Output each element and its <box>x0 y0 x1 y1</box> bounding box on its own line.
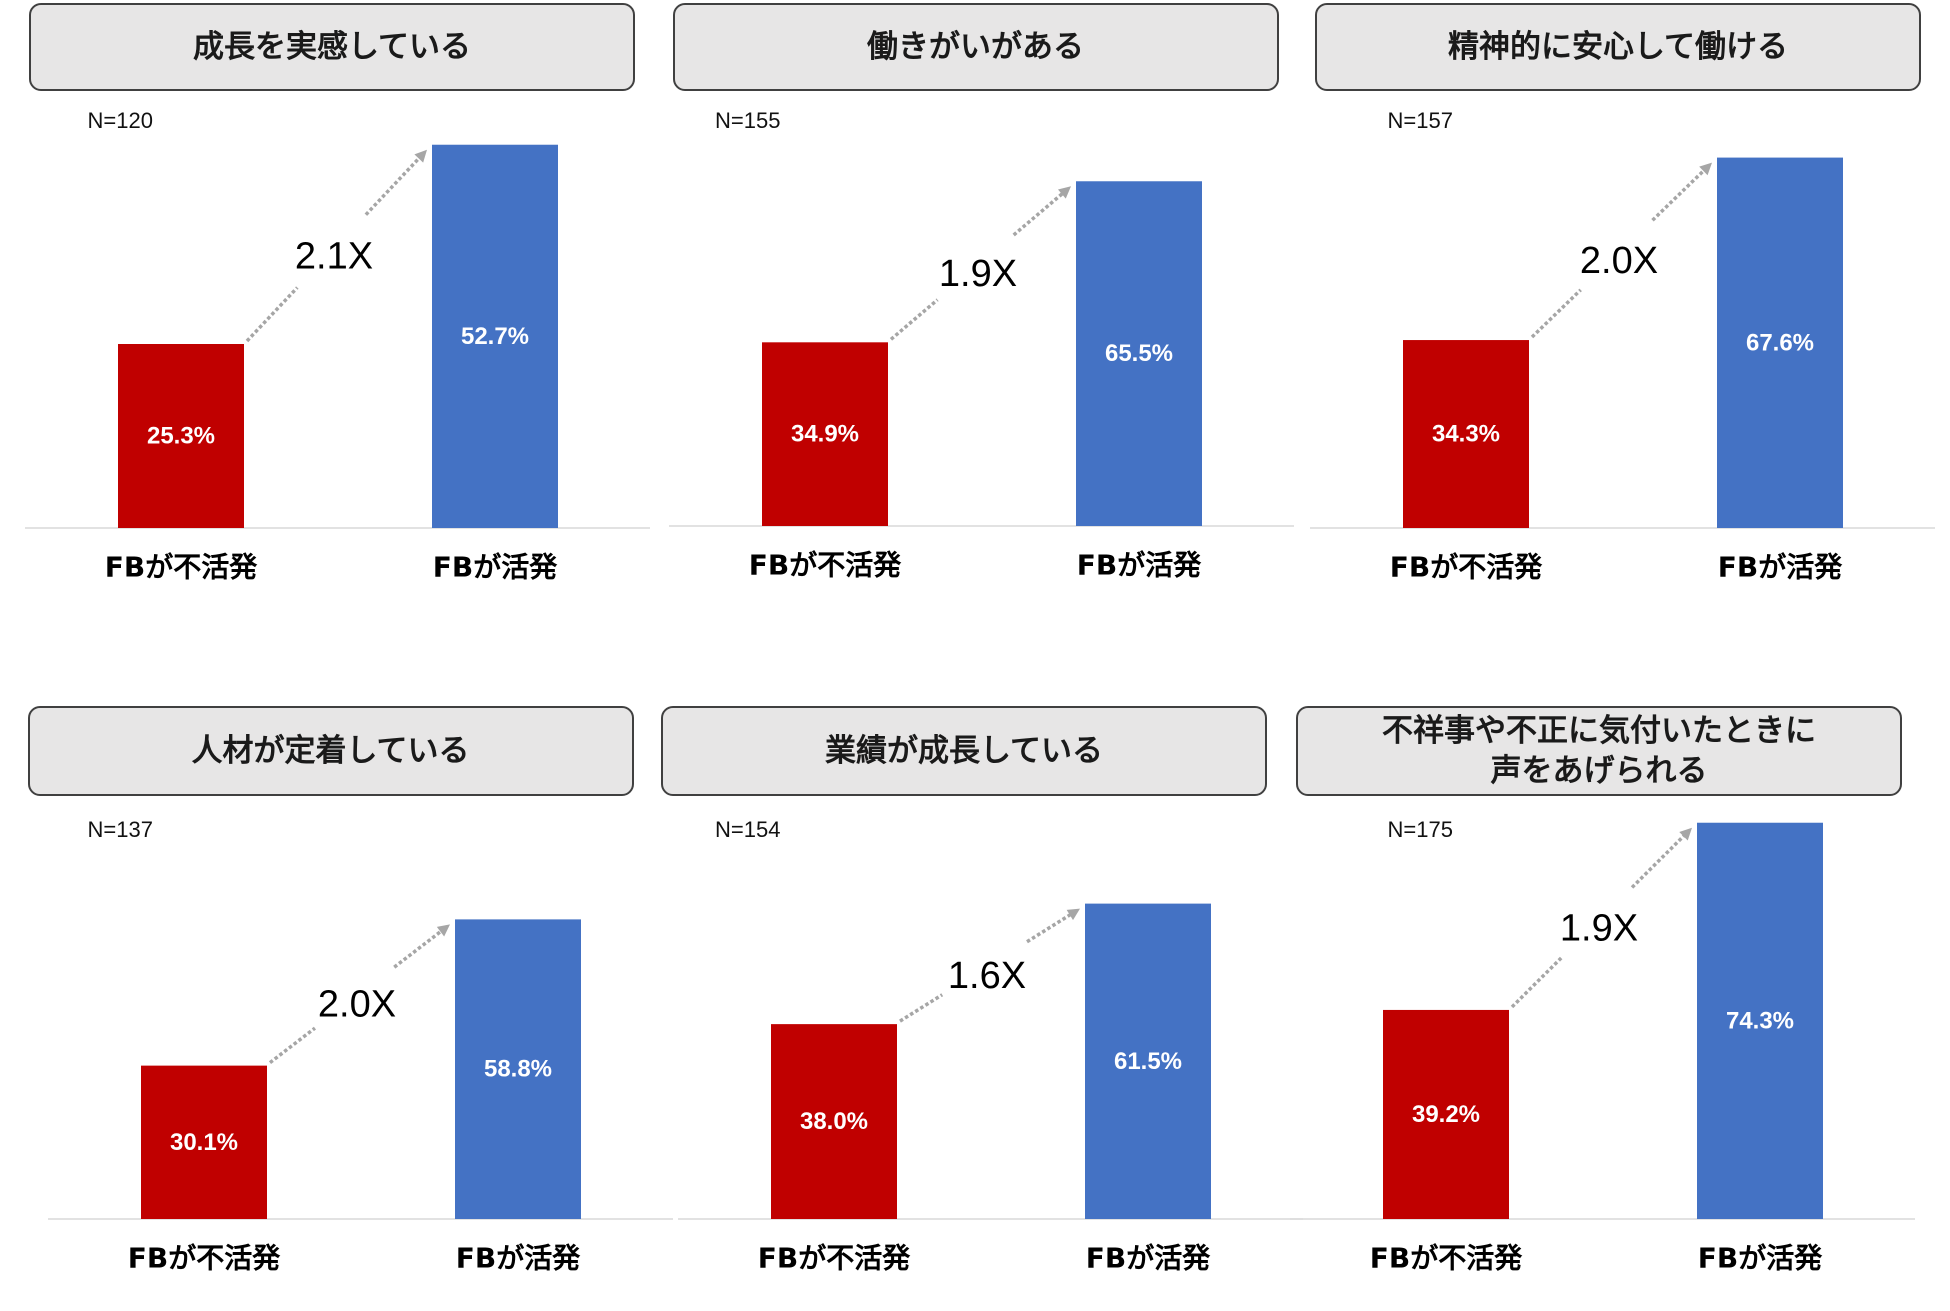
bar-fb-inactive <box>118 343 244 528</box>
category-label: FBが活発 <box>1077 549 1202 582</box>
bar-fb-inactive <box>762 342 888 526</box>
arrowhead-icon <box>1699 162 1712 175</box>
bar-fb-active <box>454 919 581 1219</box>
bar-value-label: 30.1% <box>169 1129 237 1156</box>
arrow-line <box>1510 956 1563 1009</box>
arrowhead-icon <box>1679 827 1692 841</box>
category-label: FBが不活発 <box>1390 550 1543 583</box>
bar-fb-active <box>1084 903 1211 1219</box>
multiplier-label: 1.9X <box>1560 907 1638 949</box>
bar-fb-inactive <box>770 1024 897 1219</box>
category-label: FBが不活発 <box>105 550 258 583</box>
sample-size-label: N=137 <box>87 817 153 842</box>
arrowhead-icon <box>1066 908 1080 921</box>
bar-fb-inactive <box>140 1065 267 1219</box>
bar-value-label: 52.7% <box>461 322 529 349</box>
bar-value-label: 67.6% <box>1746 329 1814 356</box>
category-label: FBが活発 <box>1085 1242 1210 1275</box>
arrow-line <box>392 929 442 969</box>
category-label: FBが活発 <box>1698 1242 1823 1275</box>
chart-title: 成長を実感している <box>29 2 635 91</box>
bar-fb-active <box>1717 157 1843 528</box>
arrow-line <box>1530 288 1582 338</box>
bar-fb-inactive <box>1383 1009 1509 1219</box>
chart-panel: 業績が成長している N=154 38.0% FBが不活発 61.5% FBが活発 1.6… <box>661 700 1303 1311</box>
bar-value-label: 34.3% <box>1432 420 1500 447</box>
multiplier-label: 2.0X <box>1580 239 1658 281</box>
bar-chart: 39.2% FBが不活発 74.3% FBが活発 1.9X <box>1290 822 1915 1275</box>
bar-value-label: 65.5% <box>1105 340 1173 367</box>
arrow-line <box>898 993 943 1023</box>
category-label: FBが不活発 <box>127 1242 280 1275</box>
sample-size-label: N=157 <box>1387 108 1453 133</box>
bar-fb-active <box>432 144 558 528</box>
arrowhead-icon <box>1057 186 1071 199</box>
sample-size-label: N=155 <box>715 108 781 133</box>
bar-chart: 34.9% FBが不活発 65.5% FBが活発 1.9X <box>669 181 1294 582</box>
bar-value-label: 39.2% <box>1412 1101 1480 1128</box>
arrow-line <box>1012 192 1064 237</box>
arrow-line <box>1651 168 1706 222</box>
sample-size-label: N=120 <box>87 108 153 133</box>
chart-panel: 成長を実感している N=120 25.3% FBが不活発 52.7% FBが活発 2.1… <box>25 0 665 600</box>
bar-chart: 30.1% FBが不活発 58.8% FBが活発 2.0X <box>47 919 673 1275</box>
category-label: FBが活発 <box>455 1242 580 1275</box>
arrowhead-icon <box>436 924 450 937</box>
chart-title: 業績が成長している <box>661 706 1267 796</box>
arrowhead-icon <box>414 149 427 163</box>
chart-title: 不祥事や不正に気付いたときに 声をあげられる <box>1296 706 1902 796</box>
bar-value-label: 58.8% <box>483 1056 551 1083</box>
chart-panel: 精神的に安心して働ける N=157 34.3% FBが不活発 67.6% FBが活発 2… <box>1310 0 1950 600</box>
arrow-line <box>268 1026 316 1065</box>
bar-fb-inactive <box>1403 339 1529 528</box>
multiplier-label: 2.0X <box>317 984 395 1026</box>
multiplier-label: 1.9X <box>939 253 1017 295</box>
bar-chart: 25.3% FBが不活発 52.7% FBが活発 2.1X <box>25 144 650 583</box>
bar-value-label: 74.3% <box>1726 1007 1794 1034</box>
bar-fb-active <box>1697 822 1823 1219</box>
chart-panel: 不祥事や不正に気付いたときに 声をあげられる N=175 39.2% FBが不活発… <box>1290 700 1930 1311</box>
bar-fb-active <box>1076 181 1202 526</box>
category-label: FBが活発 <box>1718 550 1843 583</box>
bar-chart: 38.0% FBが不活発 61.5% FBが活発 1.6X <box>677 903 1303 1275</box>
arrow-line <box>889 298 939 341</box>
chart-panel: 人材が定着している N=137 30.1% FBが不活発 58.8% FBが活発 2.0… <box>27 700 673 1311</box>
multiplier-label: 1.6X <box>947 955 1025 997</box>
bar-chart: 34.3% FBが不活発 67.6% FBが活発 2.0X <box>1310 157 1935 583</box>
bar-value-label: 34.9% <box>791 421 859 448</box>
arrow-line <box>1025 912 1072 944</box>
category-label: FBが不活発 <box>757 1242 910 1275</box>
sample-size-label: N=175 <box>1387 817 1453 842</box>
category-label: FBが不活発 <box>749 549 902 582</box>
chart-panel: 働きがいがある N=155 34.9% FBが不活発 65.5% FBが活発 1.9X <box>669 0 1309 600</box>
arrow-line <box>245 285 299 342</box>
bar-value-label: 25.3% <box>147 422 215 449</box>
multiplier-label: 2.1X <box>295 235 373 277</box>
sample-size-label: N=154 <box>715 817 781 842</box>
chart-title: 人材が定着している <box>27 706 634 796</box>
category-label: FBが不活発 <box>1370 1242 1523 1275</box>
chart-title: 精神的に安心して働ける <box>1315 2 1921 91</box>
arrow-line <box>364 156 421 216</box>
chart-title: 働きがいがある <box>672 2 1279 91</box>
bar-value-label: 38.0% <box>799 1108 867 1135</box>
arrow-line <box>1630 834 1686 889</box>
bar-value-label: 61.5% <box>1113 1048 1181 1075</box>
category-label: FBが活発 <box>433 550 558 583</box>
